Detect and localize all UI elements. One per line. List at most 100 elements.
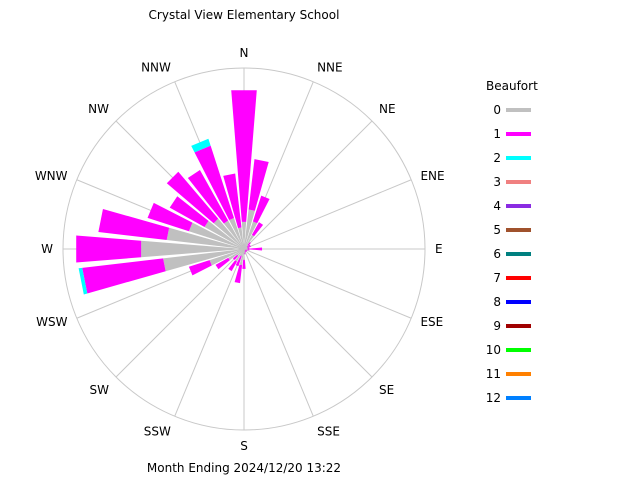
direction-label-ne: NE bbox=[379, 102, 396, 116]
bar-nne-ne-beaufort-1 bbox=[251, 222, 264, 237]
bar-sse-s-beaufort-0 bbox=[244, 249, 245, 253]
bar-nnw-n-beaufort-1 bbox=[223, 173, 242, 229]
bar-ene-e-beaufort-1 bbox=[247, 247, 250, 249]
bar-sse-s-beaufort-1 bbox=[244, 252, 246, 255]
direction-label-sw: SW bbox=[89, 383, 109, 397]
legend-swatch-11 bbox=[506, 372, 531, 376]
bar-ne-ene-beaufort-0 bbox=[244, 246, 248, 249]
bar-nnw-beaufort-1 bbox=[194, 145, 234, 220]
bar-nw-beaufort-0 bbox=[213, 218, 244, 249]
bar-wnw-beaufort-1 bbox=[147, 202, 193, 232]
bar-w-beaufort-1 bbox=[76, 235, 142, 263]
legend-label-0: 0 bbox=[493, 103, 501, 117]
legend-label-7: 7 bbox=[493, 271, 501, 285]
legend-swatch-4 bbox=[506, 204, 531, 208]
bar-wsw-w-beaufort-2 bbox=[78, 267, 88, 295]
bar-wsw-w-beaufort-0 bbox=[163, 249, 244, 272]
bar-w-wnw-beaufort-0 bbox=[166, 227, 244, 249]
legend-swatch-12 bbox=[506, 396, 531, 400]
direction-label-e: E bbox=[435, 242, 443, 256]
bar-sw-beaufort-0 bbox=[237, 249, 244, 256]
legend-swatch-0 bbox=[506, 108, 531, 112]
bar-n-nne-beaufort-1 bbox=[248, 159, 269, 211]
bar-sw-wsw-beaufort-0 bbox=[228, 249, 244, 261]
bar-w-wnw-beaufort-1 bbox=[98, 208, 170, 240]
bar-ene-beaufort-0 bbox=[244, 247, 248, 249]
bar-se-beaufort-0 bbox=[244, 249, 246, 251]
bar-ne-ene-beaufort-1 bbox=[246, 244, 251, 248]
legend-label-5: 5 bbox=[493, 223, 501, 237]
bar-ssw-beaufort-0 bbox=[240, 249, 244, 256]
bar-nnw-beaufort-0 bbox=[229, 217, 244, 249]
legend-label-10: 10 bbox=[486, 343, 501, 357]
direction-label-nne: NNE bbox=[317, 61, 343, 75]
bar-sse-beaufort-1 bbox=[244, 250, 246, 253]
bar-e-beaufort-1 bbox=[247, 247, 263, 251]
bar-w-beaufort-0 bbox=[141, 240, 244, 258]
bar-wnw-nw-beaufort-0 bbox=[204, 220, 244, 249]
legend-swatch-3 bbox=[506, 180, 531, 184]
legend-swatch-10 bbox=[506, 348, 531, 352]
legend-label-3: 3 bbox=[493, 175, 501, 189]
legend-label-4: 4 bbox=[493, 199, 501, 213]
bar-ssw-beaufort-1 bbox=[235, 255, 242, 267]
grid-spoke-ssw bbox=[174, 248, 245, 417]
bar-nw-nnw-beaufort-0 bbox=[223, 220, 244, 249]
bar-wnw-nw-beaufort-1 bbox=[169, 196, 209, 227]
direction-label-nnw: NNW bbox=[141, 61, 171, 75]
bar-ene-beaufort-1 bbox=[247, 245, 251, 248]
legend-label-9: 9 bbox=[493, 319, 501, 333]
bar-n-beaufort-0 bbox=[241, 221, 247, 249]
direction-label-w: W bbox=[41, 242, 53, 256]
direction-labels: N NNE NE ENE E ESE SE SSE S SSW SW WSW W WNW NW NNW bbox=[35, 46, 445, 453]
bar-n-beaufort-1 bbox=[231, 90, 257, 222]
bar-ese-beaufort-1 bbox=[245, 249, 248, 251]
legend-title: Beaufort bbox=[486, 79, 538, 93]
direction-label-se: SE bbox=[379, 383, 394, 397]
bar-wnw-beaufort-0 bbox=[188, 222, 244, 249]
grid-spoke-se bbox=[243, 248, 373, 378]
grid-spoke-sse bbox=[243, 248, 314, 417]
grid-spoke-ese bbox=[243, 248, 412, 319]
direction-label-n: N bbox=[240, 46, 249, 60]
legend-swatch-1 bbox=[506, 132, 531, 136]
legend-swatch-2 bbox=[506, 156, 531, 160]
bar-nw-beaufort-1 bbox=[166, 171, 219, 224]
legend-label-2: 2 bbox=[493, 151, 501, 165]
bar-s-ssw-beaufort-0 bbox=[239, 249, 244, 266]
direction-label-wnw: WNW bbox=[35, 169, 68, 183]
legend-swatch-9 bbox=[506, 324, 531, 328]
bar-se-sse-beaufort-0 bbox=[244, 249, 246, 251]
bar-nne-ne-beaufort-0 bbox=[244, 234, 255, 249]
bar-e-beaufort-0 bbox=[244, 248, 248, 250]
bar-ese-se-beaufort-0 bbox=[244, 249, 246, 251]
bar-n-nne-beaufort-0 bbox=[244, 209, 255, 249]
legend-swatch-8 bbox=[506, 300, 531, 304]
bar-nnw-n-beaufort-0 bbox=[238, 227, 244, 249]
direction-label-wsw: WSW bbox=[36, 315, 67, 329]
bar-sw-wsw-beaufort-1 bbox=[215, 257, 230, 270]
bar-ese-se-beaufort-1 bbox=[245, 249, 248, 252]
bar-e-ese-beaufort-1 bbox=[247, 249, 250, 251]
bar-ne-beaufort-0 bbox=[244, 244, 249, 249]
direction-label-s: S bbox=[240, 439, 248, 453]
bar-ne-beaufort-1 bbox=[247, 242, 251, 246]
bar-wsw-beaufort-0 bbox=[209, 249, 244, 266]
bar-s-ssw-beaufort-1 bbox=[234, 264, 243, 284]
bar-se-sse-beaufort-1 bbox=[244, 250, 247, 253]
bar-ese-beaufort-0 bbox=[244, 249, 246, 250]
bar-nne-beaufort-1 bbox=[252, 195, 270, 224]
grid-spoke-ene bbox=[243, 179, 412, 250]
bar-sw-beaufort-1 bbox=[232, 254, 239, 261]
bar-nne-beaufort-0 bbox=[244, 221, 258, 249]
legend-label-1: 1 bbox=[493, 127, 501, 141]
bar-wsw-w-beaufort-1 bbox=[82, 258, 166, 294]
bar-nw-nnw-beaufort-1 bbox=[187, 169, 229, 224]
legend-label-12: 12 bbox=[486, 391, 501, 405]
bar-e-ese-beaufort-0 bbox=[244, 249, 248, 250]
grid-spoke-sw bbox=[115, 248, 245, 378]
direction-label-ssw: SSW bbox=[144, 424, 171, 438]
chart-title: Crystal View Elementary School bbox=[149, 8, 340, 22]
